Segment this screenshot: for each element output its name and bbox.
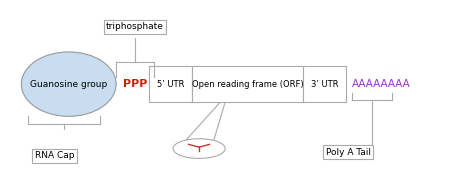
Ellipse shape <box>21 52 116 116</box>
FancyBboxPatch shape <box>303 66 346 102</box>
Text: Guanosine group: Guanosine group <box>30 80 107 89</box>
Text: 5’ UTR: 5’ UTR <box>157 80 184 89</box>
Text: Poly A Tail: Poly A Tail <box>326 148 371 157</box>
Text: RNA Cap: RNA Cap <box>35 151 74 160</box>
Text: triphosphate: triphosphate <box>106 22 164 31</box>
Text: PPP: PPP <box>123 79 147 89</box>
Text: 3’ UTR: 3’ UTR <box>311 80 338 89</box>
Circle shape <box>173 139 225 158</box>
FancyBboxPatch shape <box>149 66 192 102</box>
FancyBboxPatch shape <box>192 66 303 102</box>
Text: Open reading frame (ORF): Open reading frame (ORF) <box>192 80 303 89</box>
Text: AAAAAAAA: AAAAAAAA <box>352 79 410 89</box>
